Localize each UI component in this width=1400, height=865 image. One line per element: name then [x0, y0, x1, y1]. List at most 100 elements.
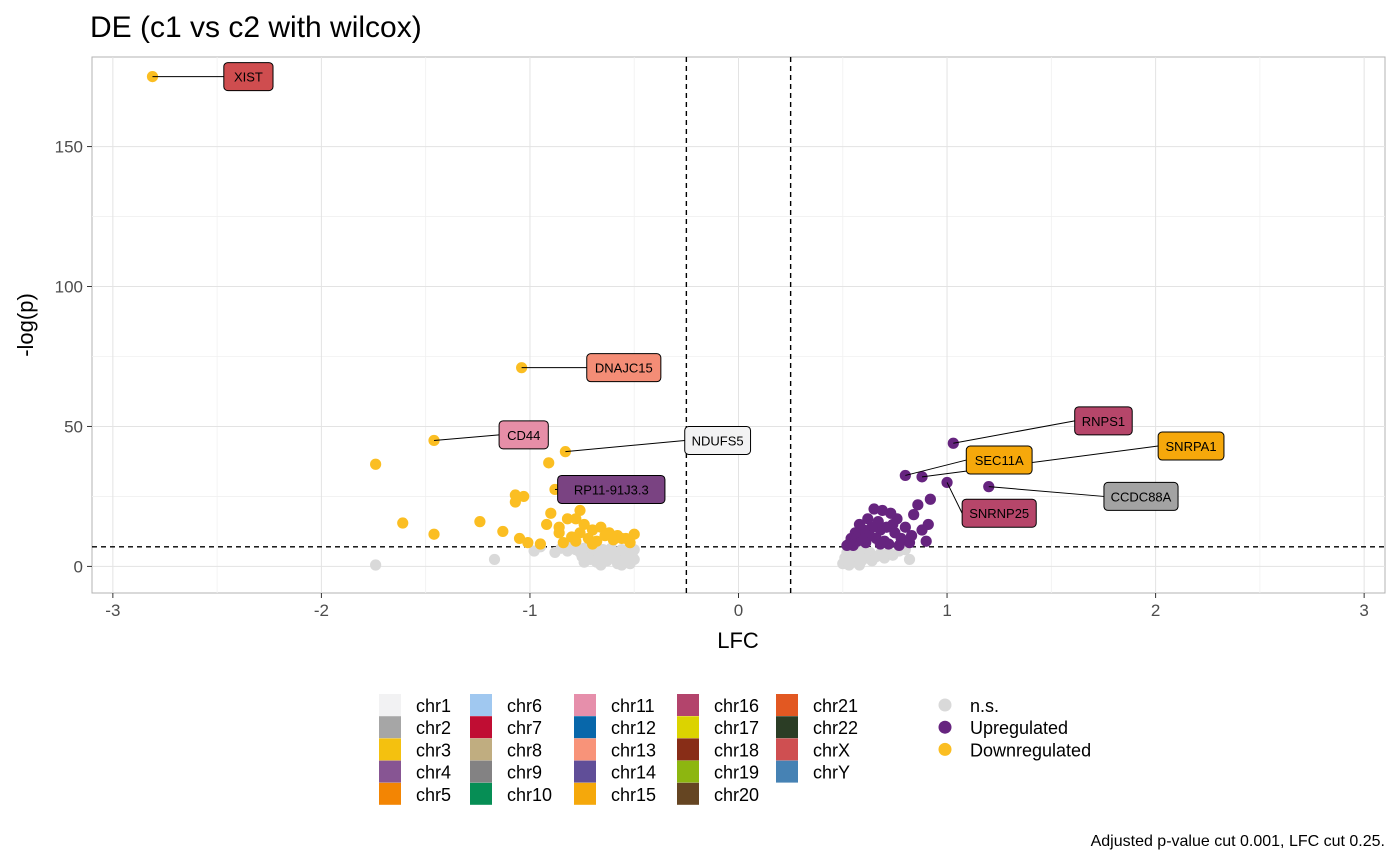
- data-point-upregulated: [912, 499, 924, 511]
- data-point-upregulated: [916, 524, 928, 536]
- data-point-downregulated: [474, 516, 486, 528]
- legend-key-chromosome: [470, 760, 492, 783]
- data-point-downregulated: [545, 507, 557, 519]
- data-point-upregulated: [868, 503, 880, 515]
- x-tick-label: -3: [105, 601, 120, 620]
- data-point-ns: [370, 559, 382, 571]
- legend-key-chromosome: [776, 694, 798, 716]
- legend-label-chromosome: chr13: [611, 740, 656, 760]
- data-point-downregulated: [595, 521, 607, 533]
- legend-key-chromosome: [574, 716, 596, 739]
- legend-label-chromosome: chr12: [611, 718, 656, 738]
- y-tick-label: 150: [55, 138, 83, 157]
- data-point-downregulated: [541, 518, 553, 531]
- label-connector: [565, 439, 685, 453]
- gene-label-text: CD44: [507, 428, 540, 443]
- legend-key-chromosome: [470, 716, 492, 739]
- data-point-downregulated: [586, 538, 599, 550]
- legend-label-chromosome: chr4: [416, 763, 451, 783]
- data-point-upregulated: [889, 527, 901, 539]
- legend-label-chromosome: chr22: [813, 718, 858, 738]
- legend-label-chromosome: chrY: [813, 763, 850, 783]
- caption: Adjusted p-value cut 0.001, LFC cut 0.25…: [1091, 833, 1385, 850]
- legend-key-status: [938, 720, 952, 734]
- data-point-downregulated: [557, 537, 569, 549]
- data-point-upregulated: [924, 493, 936, 505]
- data-point-upregulated: [887, 518, 899, 531]
- data-point-downregulated: [570, 513, 582, 525]
- gene-label-text: RP11-91J3.3: [574, 482, 649, 497]
- data-point-downregulated: [599, 530, 611, 542]
- x-tick-label: -1: [522, 601, 537, 620]
- data-point-downregulated: [509, 496, 521, 508]
- label-connector: [946, 482, 963, 514]
- legend-key-chromosome: [677, 694, 699, 716]
- legend-key-chromosome: [677, 782, 699, 805]
- data-point-upregulated: [874, 538, 886, 550]
- gene-label-box: [223, 62, 274, 92]
- legend-key-chromosome: [776, 716, 798, 739]
- data-point-ns: [616, 559, 628, 571]
- data-point-upregulated: [841, 539, 853, 552]
- data-point-upregulated: [920, 535, 932, 547]
- gene-label-text: SEC11A: [975, 453, 1024, 468]
- legend-key-chromosome: [776, 738, 798, 761]
- legend-key-chromosome: [677, 716, 699, 739]
- legend-key-chromosome: [677, 760, 699, 783]
- data-point-ns: [628, 553, 640, 566]
- data-point-ns: [595, 559, 607, 571]
- data-point-downregulated: [518, 490, 530, 503]
- y-axis-title: -log(p): [13, 293, 38, 357]
- x-tick-label: 1: [942, 601, 951, 620]
- gene-label-text: DNAJC15: [595, 361, 653, 376]
- legend-label-chromosome: chr16: [714, 696, 759, 716]
- gene-label-box: [1074, 406, 1133, 436]
- gene-labels: XIST DNAJC15 CD44 NDUFS5 RP11-91J3.3 RNPS1 SNR…: [152, 62, 1225, 528]
- legend-label-chromosome: chr19: [714, 763, 759, 783]
- legend-key-chromosome: [574, 694, 596, 716]
- y-tick-label: 0: [74, 557, 83, 576]
- x-tick-label: 0: [734, 601, 743, 620]
- x-tick-label: 2: [1151, 601, 1160, 620]
- legend-key-chromosome: [470, 694, 492, 716]
- y-tick-label: 100: [55, 278, 83, 297]
- data-point-ns: [578, 556, 590, 568]
- legend-key-chromosome: [776, 760, 798, 783]
- data-point-upregulated: [876, 504, 888, 517]
- legend-key-chromosome: [379, 760, 401, 783]
- data-point-downregulated: [574, 504, 586, 517]
- gene-label-text: SNRPA1: [1166, 439, 1217, 454]
- x-tick-label: 3: [1359, 601, 1368, 620]
- gene-label-text: SNRNP25: [969, 506, 1029, 521]
- data-point-upregulated: [899, 521, 911, 533]
- data-point-downregulated: [497, 525, 509, 538]
- legend-label-chromosome: chr1: [416, 696, 451, 716]
- legend-label-chromosome: chr15: [611, 785, 656, 805]
- data-point-downregulated: [561, 513, 574, 525]
- legend-key-chromosome: [470, 782, 492, 805]
- data-point-downregulated: [574, 527, 586, 539]
- legend-label-chromosome: chr14: [611, 763, 656, 783]
- chart-title: DE (c1 vs c2 with wilcox): [90, 11, 422, 44]
- data-point-downregulated: [578, 518, 590, 531]
- gene-label-box: [586, 353, 662, 383]
- legend-label-status: Upregulated: [970, 718, 1068, 738]
- legend-key-status: [938, 742, 952, 756]
- legend-key-chromosome: [379, 694, 401, 716]
- legend-label-chromosome: chr17: [714, 718, 759, 738]
- data-point-downregulated: [543, 457, 555, 469]
- data-point-ns: [903, 553, 916, 566]
- legend-label-chromosome: chr10: [507, 785, 552, 805]
- legend-label-chromosome: chr6: [507, 696, 542, 716]
- label-connector: [953, 420, 1075, 444]
- data-point-upregulated: [853, 518, 866, 531]
- data-point-downregulated: [522, 537, 534, 549]
- data-point-downregulated: [607, 534, 619, 546]
- legend-label-chromosome: chrX: [813, 740, 850, 760]
- data-point-upregulated: [908, 509, 920, 521]
- gene-label-box: [1157, 431, 1225, 461]
- gene-label-box: [1103, 481, 1179, 511]
- data-point-upregulated: [862, 513, 874, 525]
- legend-label-chromosome: chr5: [416, 785, 451, 805]
